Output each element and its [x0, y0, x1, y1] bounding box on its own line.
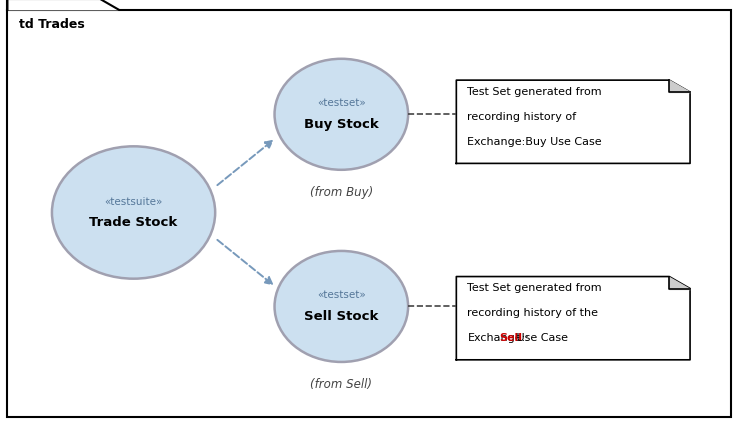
Text: Exchange:Buy Use Case: Exchange:Buy Use Case — [467, 136, 602, 146]
Text: «testset»: «testset» — [317, 290, 366, 300]
Text: recording history of: recording history of — [467, 112, 577, 121]
Text: (from Sell): (from Sell) — [310, 377, 372, 390]
Polygon shape — [669, 81, 690, 93]
Polygon shape — [456, 81, 690, 164]
Text: Sell Stock: Sell Stock — [304, 310, 378, 322]
Text: Use Case: Use Case — [513, 332, 568, 342]
Text: Test Set generated from: Test Set generated from — [467, 86, 602, 97]
Polygon shape — [7, 0, 119, 11]
Ellipse shape — [52, 147, 215, 279]
Text: «testsuite»: «testsuite» — [105, 196, 162, 206]
Ellipse shape — [275, 60, 408, 170]
Text: (from Buy): (from Buy) — [309, 185, 373, 198]
Text: «testset»: «testset» — [317, 98, 366, 108]
Text: Trade Stock: Trade Stock — [90, 216, 177, 229]
Text: Sell: Sell — [500, 332, 522, 342]
Text: Exchange::: Exchange:: — [467, 332, 529, 342]
Text: Buy Stock: Buy Stock — [304, 118, 378, 131]
Polygon shape — [669, 277, 690, 289]
Text: recording history of the: recording history of the — [467, 308, 599, 317]
Ellipse shape — [275, 251, 408, 362]
Text: td Trades: td Trades — [19, 18, 85, 31]
Polygon shape — [456, 277, 690, 360]
FancyBboxPatch shape — [7, 11, 731, 417]
Text: Test Set generated from: Test Set generated from — [467, 282, 602, 293]
